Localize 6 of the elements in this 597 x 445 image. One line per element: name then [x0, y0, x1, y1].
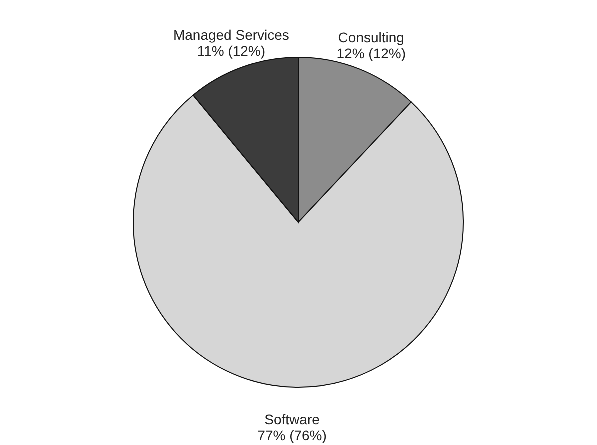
- slice-label: Consulting: [338, 29, 404, 46]
- slice-label: Software: [264, 411, 320, 428]
- data-label: 11% (12%): [197, 43, 266, 60]
- slice-label: Managed Services: [173, 27, 290, 44]
- data-label: 12% (12%): [336, 45, 406, 62]
- data-label: 77% (76%): [258, 427, 327, 444]
